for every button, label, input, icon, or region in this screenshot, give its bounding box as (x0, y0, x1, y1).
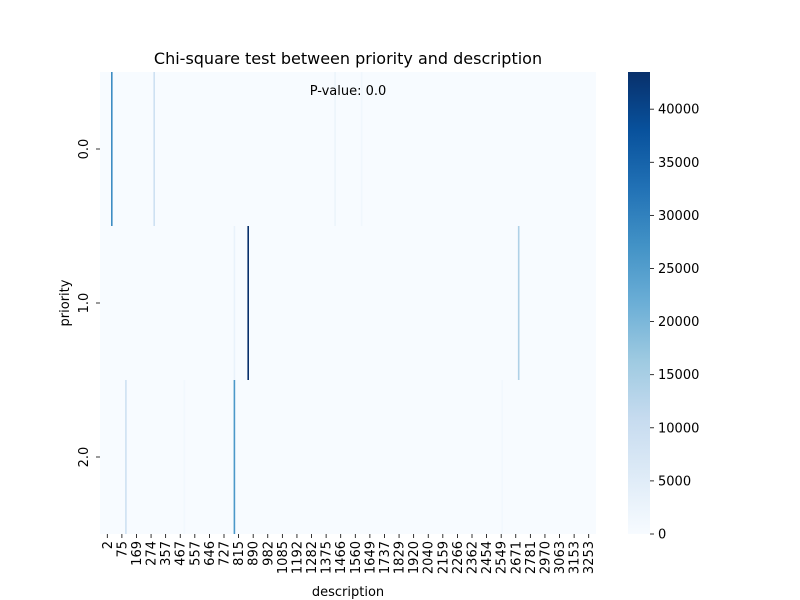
heatmap-cell (247, 226, 249, 380)
heatmap-cell (501, 380, 503, 534)
x-tick-label: 1085 (276, 541, 291, 574)
y-axis-label: priority (58, 279, 73, 326)
colorbar-tick-label: 0 (658, 528, 666, 543)
x-tick-label: 2781 (524, 541, 539, 574)
heatmap-cell (233, 226, 236, 380)
x-tick-label: 1192 (290, 541, 305, 574)
x-tick-label: 1649 (363, 541, 378, 574)
x-tick-label: 1282 (305, 541, 320, 574)
y-tick-label: 2.0 (77, 447, 92, 468)
x-tick-label: 982 (261, 541, 276, 566)
heatmap-cells (111, 72, 520, 534)
y-tick-label: 0.0 (77, 139, 92, 160)
x-tick-label: 3253 (582, 541, 597, 574)
x-tick-label: 357 (159, 541, 174, 566)
x-tick-label: 2 (101, 541, 116, 549)
heatmap-cell (125, 380, 127, 534)
y-axis-ticks: 0.0 1.0 2.0 (77, 139, 100, 468)
heatmap-cell (360, 72, 363, 226)
x-tick-label: 3153 (568, 541, 583, 574)
x-tick-label: 2040 (422, 541, 437, 574)
x-tick-label: 557 (188, 541, 203, 566)
x-axis-label: description (312, 585, 384, 600)
x-tick-label: 727 (218, 541, 233, 566)
colorbar-tick-label: 5000 (658, 474, 691, 489)
x-tick-label: 646 (203, 541, 218, 566)
x-tick-label: 467 (174, 541, 189, 566)
x-tick-label: 169 (130, 541, 145, 566)
colorbar-tick-label: 20000 (658, 315, 699, 330)
x-tick-label: 274 (145, 541, 160, 566)
x-tick-label: 2671 (509, 541, 524, 574)
x-tick-label: 2970 (538, 541, 553, 574)
x-tick-label: 890 (247, 541, 262, 566)
x-tick-label: 1375 (320, 541, 335, 574)
x-tick-label: 815 (232, 541, 247, 566)
heatmap-cell (183, 380, 186, 534)
heatmap-cell (334, 72, 336, 226)
x-tick-label: 2266 (451, 541, 466, 574)
x-tick-label: 1466 (334, 541, 349, 574)
x-tick-label: 2159 (436, 541, 451, 574)
heatmap-background (100, 72, 596, 534)
x-axis-ticks: 2 75 169 274 357 467 557 646 727 815 890 982 1085 119… (101, 534, 597, 574)
x-tick-label: 1920 (407, 541, 422, 574)
colorbar-tick-label: 10000 (658, 421, 699, 436)
y-tick-label: 1.0 (77, 293, 92, 314)
colorbar-tick-label: 35000 (658, 156, 699, 171)
x-tick-label: 2362 (466, 541, 481, 574)
x-tick-label: 2454 (480, 541, 495, 574)
heatmap-cell (233, 380, 236, 534)
heatmap-cell (111, 72, 113, 226)
colorbar-tick-label: 25000 (658, 262, 699, 277)
colorbar (628, 72, 650, 534)
x-tick-label: 1560 (349, 541, 364, 574)
heatmap-cell (517, 226, 520, 380)
x-tick-label: 3063 (553, 541, 568, 574)
colorbar-tick-label: 30000 (658, 209, 699, 224)
x-tick-label: 75 (115, 541, 130, 558)
heatmap-cell (153, 72, 155, 226)
p-value-annotation: P-value: 0.0 (310, 84, 387, 99)
chart-title: Chi-square test between priority and des… (154, 49, 542, 68)
x-tick-label: 2549 (495, 541, 510, 574)
x-tick-label: 1829 (393, 541, 408, 574)
colorbar-ticks: 0 5000 10000 15000 20000 25000 30000 35000 40000 (650, 103, 699, 543)
colorbar-tick-label: 40000 (658, 103, 699, 118)
x-tick-label: 1737 (378, 541, 393, 574)
colorbar-tick-label: 15000 (658, 368, 699, 383)
